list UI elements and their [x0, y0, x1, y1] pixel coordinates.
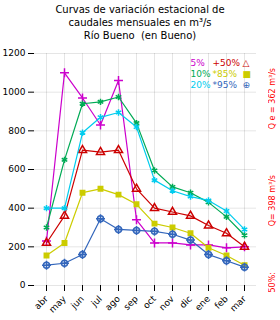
svg-text:*85%: *85% [213, 69, 238, 79]
svg-text:0: 0 [20, 280, 26, 290]
svg-text:400: 400 [8, 203, 25, 213]
svg-text:1000: 1000 [3, 87, 26, 97]
svg-text:5%: 5% [191, 58, 206, 68]
html-text:Curvas de variación estacional: Curvas de variación estacional de caudal… [55, 4, 225, 41]
svg-text:feb: feb [213, 294, 230, 311]
svg-text:abr: abr [32, 293, 50, 312]
svg-text:*95%: *95% [213, 80, 238, 90]
svg-text:1200: 1200 [3, 48, 26, 58]
html-text:Q= 398 m³/s: Q= 398 m³/s [267, 174, 277, 226]
svg-text:10%: 10% [191, 69, 211, 79]
svg-text:200: 200 [8, 242, 25, 252]
svg-text:■: ■ [243, 69, 252, 79]
svg-text:△: △ [243, 58, 250, 68]
html-text:50%:: 50%: [267, 271, 277, 293]
svg-text:may: may [47, 293, 68, 314]
svg-text:sep: sep [122, 294, 141, 313]
svg-text:dic: dic [178, 294, 194, 310]
svg-text:600: 600 [8, 164, 25, 174]
svg-text:⊕: ⊕ [243, 80, 251, 90]
svg-text:ene: ene [193, 293, 212, 312]
svg-text:jun: jun [68, 294, 86, 312]
svg-text:jul: jul [89, 294, 104, 309]
svg-text:nov: nov [157, 293, 176, 312]
svg-text:+50%: +50% [213, 58, 241, 68]
svg-text:ago: ago [103, 293, 122, 312]
html-text:Q e = 362 m³/s: Q e = 362 m³/s [267, 67, 277, 130]
svg-text:mar: mar [228, 293, 248, 313]
svg-text:800: 800 [8, 126, 25, 136]
svg-text:20%: 20% [191, 80, 211, 90]
svg-text:oct: oct [141, 293, 158, 310]
